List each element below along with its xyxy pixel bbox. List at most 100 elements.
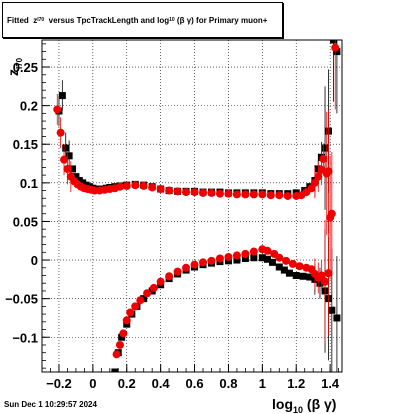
data-point: [330, 40, 338, 44]
x-label-sub: 10: [293, 405, 303, 414]
data-point: [324, 269, 333, 278]
x-label-expr: (β γ): [303, 396, 336, 412]
grid-lines: [42, 40, 342, 372]
data-point: [63, 164, 72, 173]
data-point: [275, 191, 284, 200]
data-point: [224, 252, 233, 261]
data-point: [190, 260, 199, 269]
data-point: [299, 272, 307, 280]
data-point: [310, 178, 319, 187]
data-point: [280, 266, 288, 274]
y-axis-label: zI70: [5, 57, 24, 76]
y-tick-label: 0.1: [20, 176, 38, 191]
x-tick-label: 1.4: [321, 376, 340, 391]
data-point: [111, 368, 119, 372]
y-tick-label: 0.25: [13, 60, 38, 75]
data-point: [258, 190, 267, 199]
x-tick-label: 1.2: [287, 376, 305, 391]
data-point: [285, 269, 293, 277]
y-tick-label: 0: [31, 253, 38, 268]
y-tick-label: 0.2: [20, 99, 38, 114]
data-point: [215, 189, 224, 198]
data-point: [232, 190, 241, 199]
data-point: [143, 289, 152, 298]
data-point: [122, 181, 131, 190]
y-tick-label: 0.05: [13, 214, 38, 229]
data-points: [53, 40, 341, 372]
data-point: [321, 277, 330, 286]
data-point: [131, 302, 140, 311]
title-prefix: Fitted: [7, 15, 29, 25]
y-tick-label: −0.1: [12, 330, 38, 345]
data-point: [269, 258, 277, 266]
x-axis-ticks: −0.2 0 0.2 0.4 0.6 0.8 1 1.2 1.4: [41, 364, 340, 391]
x-tick-label: 0.6: [186, 376, 204, 391]
data-point: [249, 247, 258, 256]
data-point: [275, 253, 284, 262]
title-var: z: [33, 15, 38, 25]
title-suffix: for Primary muon+: [196, 15, 268, 25]
data-point: [199, 188, 208, 197]
data-point: [136, 296, 145, 305]
data-point: [250, 254, 258, 262]
data-point: [215, 254, 224, 263]
data-point: [69, 165, 77, 173]
data-point: [207, 188, 216, 197]
data-point: [266, 191, 275, 200]
data-point: [295, 262, 304, 271]
data-point: [288, 259, 297, 268]
data-point: [156, 277, 165, 286]
y-label-main: z: [5, 69, 21, 76]
data-point: [333, 48, 341, 56]
x-tick-label: 1: [259, 376, 266, 391]
data-point: [275, 263, 283, 271]
title-expr: (β γ): [176, 15, 194, 25]
data-point: [60, 155, 69, 164]
title-middle: versus TpcTrackLength and log: [48, 15, 170, 25]
x-tick-label: 0.4: [152, 376, 171, 391]
data-point: [263, 246, 272, 255]
data-point: [224, 189, 233, 198]
y-label-sub: I70: [15, 57, 24, 69]
data-point: [148, 183, 157, 192]
plot-frame: [41, 39, 343, 373]
data-point: [165, 272, 174, 281]
data-point: [241, 255, 249, 263]
data-point: [190, 188, 199, 197]
data-point: [58, 92, 66, 100]
data-point: [321, 144, 329, 152]
data-point: [65, 152, 73, 160]
data-point: [306, 273, 314, 281]
y-tick-label: −0.05: [5, 292, 38, 307]
data-point: [324, 167, 333, 176]
series-red-circles: [53, 40, 340, 359]
data-point: [119, 329, 128, 338]
x-tick-label: 0.2: [118, 376, 136, 391]
y-tick-label: 0.15: [13, 137, 38, 152]
data-point: [199, 258, 208, 267]
x-tick-label: −0.2: [46, 376, 72, 391]
data-point: [118, 333, 126, 341]
data-point: [263, 255, 271, 263]
data-point: [319, 154, 328, 163]
title-log-sub: 10: [169, 17, 175, 23]
data-point: [122, 316, 131, 325]
data-point: [292, 271, 300, 279]
data-point: [331, 43, 340, 52]
title-var-sub: I70: [37, 17, 45, 23]
data-point: [207, 256, 216, 265]
x-axis-label: log10 (β γ): [272, 396, 336, 414]
y-axis-ticks: −0.1 −0.05 0 0.05 0.1 0.15 0.2 0.25: [5, 43, 50, 369]
data-point: [328, 306, 336, 314]
data-point: [112, 350, 121, 359]
data-point: [173, 267, 182, 276]
data-point: [317, 271, 326, 280]
data-point: [283, 191, 292, 200]
data-point: [53, 105, 62, 114]
series-layer: [53, 40, 341, 372]
data-point: [165, 186, 174, 195]
data-point: [115, 182, 124, 191]
data-point: [249, 190, 258, 199]
x-tick-label: 0: [89, 376, 96, 391]
